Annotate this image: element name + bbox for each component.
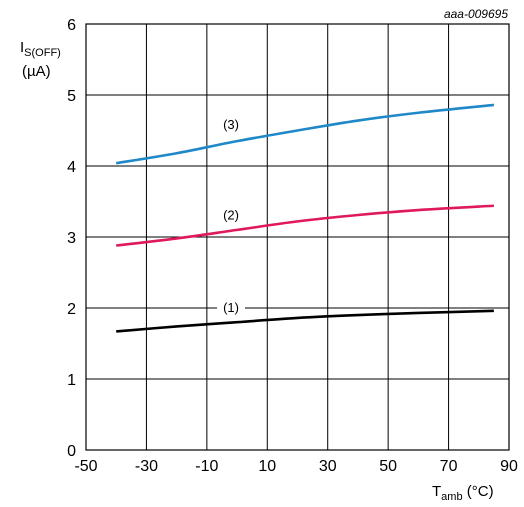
y-tick-label: 5 bbox=[67, 88, 76, 105]
y-axis-unit: (µA) bbox=[22, 63, 51, 80]
series-label-3: (3) bbox=[223, 117, 239, 132]
x-tick-label: -10 bbox=[195, 458, 218, 475]
series-line-3 bbox=[116, 103, 495, 165]
reference-code: aaa-009695 bbox=[444, 7, 508, 21]
x-axis-label: Tamb (°C) bbox=[432, 483, 494, 503]
y-tick-label: 3 bbox=[67, 230, 76, 247]
series-label-bg bbox=[217, 206, 246, 223]
y-tick-label: 6 bbox=[67, 17, 76, 34]
y-tick-label: 1 bbox=[67, 372, 76, 389]
y-tick-label: 2 bbox=[67, 301, 76, 318]
x-tick-label: 70 bbox=[440, 458, 458, 475]
x-tick-label: 30 bbox=[319, 458, 337, 475]
y-axis-label: IS(OFF) bbox=[20, 39, 61, 59]
x-tick-label: 50 bbox=[379, 458, 397, 475]
grid bbox=[85, 23, 510, 451]
x-tick-label: -30 bbox=[135, 458, 158, 475]
y-tick-label: 4 bbox=[67, 159, 76, 176]
plot-frame bbox=[85, 23, 510, 451]
series-label-bg bbox=[217, 299, 246, 315]
x-tick-label: 10 bbox=[258, 458, 276, 475]
series-label-bg bbox=[217, 115, 246, 132]
tick-labels: -50 -30 -10 10 30 50 70 90 0 1 2 3 4 5 6 bbox=[67, 17, 518, 475]
series-label-2: (2) bbox=[223, 208, 239, 223]
y-tick-label: 0 bbox=[67, 443, 76, 460]
x-tick-label: 90 bbox=[500, 458, 518, 475]
series-group: (1) (2) (3) bbox=[116, 103, 495, 333]
series-label-1: (1) bbox=[223, 300, 239, 315]
series-line-2 bbox=[116, 204, 494, 247]
series-line-1 bbox=[116, 309, 494, 333]
x-tick-label: -50 bbox=[74, 458, 97, 475]
